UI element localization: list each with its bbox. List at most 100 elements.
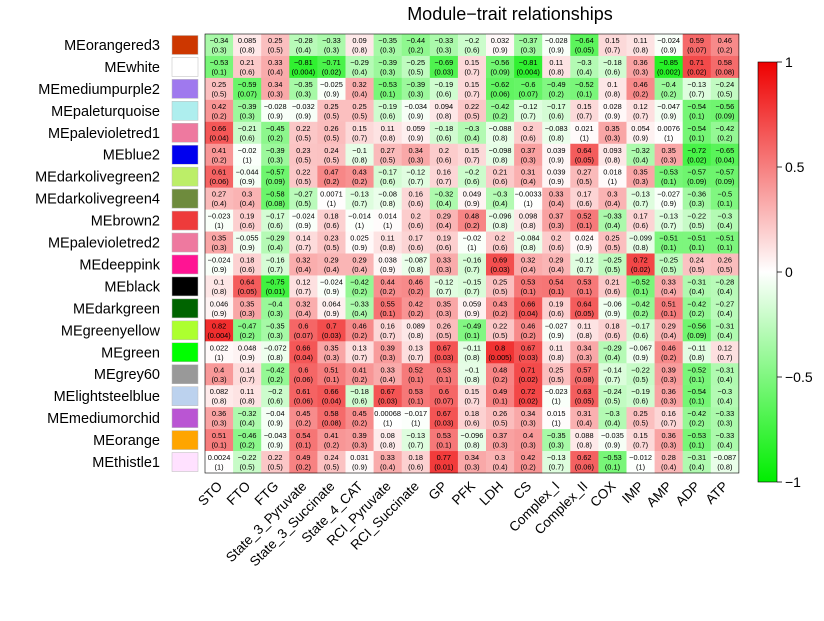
cell-fill <box>486 165 515 188</box>
cell-pvalue: (0.9) <box>661 111 676 120</box>
cell-pvalue: (0.6) <box>464 419 479 428</box>
column-label: ADP <box>673 479 703 509</box>
heatmap-cell: −0.39(0.3) <box>233 99 262 123</box>
cell-pvalue: (0.9) <box>408 133 423 142</box>
cell-correlation: 0.22 <box>493 321 507 330</box>
cell-fill <box>654 187 683 210</box>
heatmap-cell: −0.27(0.5) <box>289 187 318 210</box>
cell-fill <box>233 407 262 430</box>
cell-correlation: −0.028 <box>264 102 287 111</box>
cell-correlation: 0.27 <box>577 168 591 177</box>
row-label: MEwhite <box>104 60 160 76</box>
cell-correlation: 0.24 <box>324 453 338 462</box>
cell-correlation: 0.59 <box>690 36 704 45</box>
cell-pvalue: (0.5) <box>211 89 226 98</box>
cell-fill <box>682 341 712 364</box>
cell-correlation: −0.22 <box>238 453 257 462</box>
heatmap-cell: −0.64(0.05) <box>570 34 599 57</box>
heatmap-cell: 0.024(0.9) <box>570 231 599 254</box>
heatmap-cell: −0.33(0.4) <box>598 209 627 232</box>
cell-pvalue: (1) <box>243 155 252 164</box>
cell-pvalue: (0.6) <box>521 133 536 142</box>
cell-correlation: 0.018 <box>603 168 622 177</box>
cell-pvalue: (0.9) <box>661 199 676 208</box>
cell-pvalue: (0.02) <box>322 67 341 76</box>
heatmap-cell: −0.49(0.2) <box>542 77 571 101</box>
heatmap-cell: 0.67(0.03) <box>373 385 402 408</box>
heatmap-cell: 0.37(0.3) <box>486 429 515 452</box>
cell-correlation: 0.49 <box>296 453 310 462</box>
cell-correlation: 0.33 <box>549 190 563 199</box>
cell-fill <box>514 363 543 386</box>
row-label: MEdarkolivegreen4 <box>35 192 160 208</box>
cell-correlation: −0.014 <box>348 212 371 221</box>
heatmap-cell: −0.18(0.6) <box>598 55 627 79</box>
cell-fill <box>654 319 683 342</box>
cell-correlation: 0.3 <box>607 190 617 199</box>
cell-fill <box>682 451 712 474</box>
cell-correlation: 0.36 <box>661 387 675 396</box>
heatmap-cell: −0.032(0.9) <box>289 99 318 123</box>
heatmap-cell: 0.08(0.8) <box>373 429 402 452</box>
cell-correlation: −0.47 <box>238 321 257 330</box>
cell-fill <box>205 407 234 430</box>
cell-pvalue: (0.3) <box>661 441 676 450</box>
heatmap-cell: −0.13(0.7) <box>345 187 374 210</box>
cell-correlation: 0.36 <box>212 409 226 418</box>
cell-pvalue: (0.3) <box>352 441 367 450</box>
cell-pvalue: (0.8) <box>549 67 564 76</box>
cell-pvalue: (0.4) <box>352 89 367 98</box>
cell-correlation: 0.064 <box>322 299 341 308</box>
cell-correlation: −0.45 <box>266 124 285 133</box>
cell-correlation: −0.58 <box>266 190 285 199</box>
heatmap-cell: 0.32(0.4) <box>289 253 318 276</box>
cell-fill <box>570 121 599 145</box>
cell-fill <box>542 407 571 430</box>
cell-fill <box>373 363 402 386</box>
cell-fill <box>514 385 543 408</box>
cell-pvalue: (0.4) <box>268 243 283 252</box>
cell-pvalue: (0.7) <box>464 287 479 296</box>
cell-fill <box>514 231 543 254</box>
cell-fill <box>429 121 459 145</box>
row-labels: MEorangered3MEwhiteMEmediumpurple2MEpale… <box>35 38 161 471</box>
heatmap-cell: 0.41(0.2) <box>205 143 234 166</box>
cell-pvalue: (0.4) <box>380 463 395 472</box>
column-label: STO <box>195 479 225 509</box>
cell-correlation: −0.13 <box>631 190 650 199</box>
cell-correlation: 0.18 <box>409 453 423 462</box>
cell-pvalue: (0.09) <box>266 177 285 186</box>
cell-pvalue: (0.3) <box>464 463 479 472</box>
cell-correlation: 0.19 <box>549 299 563 308</box>
cell-correlation: −0.032 <box>292 102 315 111</box>
cell-pvalue: (0.5) <box>577 177 592 186</box>
heatmap-cell: 0.31(0.4) <box>514 165 543 188</box>
cell-correlation: 0.094 <box>435 102 454 111</box>
cell-fill <box>654 99 683 123</box>
cell-pvalue: (0.002) <box>657 67 680 76</box>
cell-fill <box>682 55 712 79</box>
heatmap-cell: −0.15(0.7) <box>457 275 487 298</box>
cell-fill <box>317 143 346 166</box>
cell-pvalue: (0.2) <box>521 463 536 472</box>
cell-fill <box>457 55 487 79</box>
cell-fill <box>486 143 515 166</box>
cell-correlation: 0.4 <box>214 365 224 374</box>
cell-fill <box>542 319 571 342</box>
cell-correlation: 0.66 <box>212 124 226 133</box>
cell-correlation: 0.41 <box>352 365 366 374</box>
cell-pvalue: (0.7) <box>240 375 255 384</box>
cell-fill <box>401 121 431 145</box>
heatmap-cell: 0.43(0.2) <box>486 297 515 320</box>
heatmap-cell: −0.096(0.8) <box>486 209 515 232</box>
cell-fill <box>317 451 346 474</box>
cell-correlation: 0.18 <box>465 409 479 418</box>
cell-correlation: −0.19 <box>434 80 453 89</box>
cell-fill <box>345 319 374 342</box>
heatmap-cell: −0.023(1) <box>542 385 571 408</box>
heatmap-cell: −0.36(0.3) <box>682 187 712 210</box>
cell-pvalue: (0.8) <box>577 331 592 340</box>
cell-correlation: −0.32 <box>631 146 650 155</box>
cell-pvalue: (0.08) <box>266 199 285 208</box>
row-color-swatch <box>171 57 199 77</box>
